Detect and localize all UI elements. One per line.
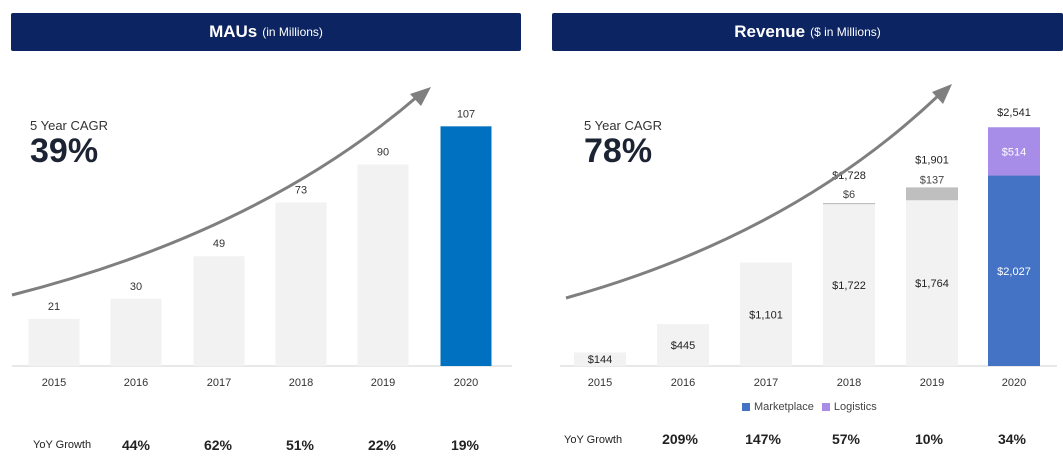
revenue-bar-marketplace-2020 bbox=[988, 175, 1040, 366]
mau-yoy-2019: 22% bbox=[367, 437, 397, 453]
revenue-label-marketplace-2015: $144 bbox=[588, 354, 612, 366]
revenue-bar-marketplace-2016 bbox=[657, 324, 709, 366]
legend-logistics-swatch bbox=[821, 403, 830, 411]
mau-bar-2019 bbox=[357, 164, 409, 366]
mau-yoy-2020: 19% bbox=[450, 437, 480, 453]
mau-tick-2015: 2015 bbox=[42, 377, 66, 389]
revenue-bar-logistics-2019 bbox=[906, 187, 958, 201]
mau-header: MAUs (in Millions) bbox=[11, 13, 521, 51]
mau-panel: MAUs (in Millions) 5 Year CAGR 39% 21 201… bbox=[0, 0, 525, 464]
revenue-bar-logistics-2018 bbox=[823, 203, 875, 205]
revenue-subtitle: ($ in Millions) bbox=[810, 25, 881, 39]
revenue-label-marketplace-2020: $2,027 bbox=[997, 266, 1031, 278]
mau-bar-2017 bbox=[193, 256, 245, 366]
revenue-chart: $1442015$4452016$1,1012017$1,722$6$1,728… bbox=[560, 84, 1057, 389]
mau-data-label-2016: 30 bbox=[130, 281, 142, 293]
revenue-label-marketplace-2016: $445 bbox=[671, 340, 695, 352]
revenue-label-marketplace-2019: $1,764 bbox=[915, 278, 949, 290]
revenue-total-label-2019: $1,901 bbox=[915, 154, 949, 166]
legend-marketplace-swatch bbox=[742, 403, 750, 411]
revenue-yoy-title: YoY Growth bbox=[564, 434, 623, 446]
revenue-bar-logistics-2020 bbox=[988, 127, 1040, 176]
revenue-yoy-2017: 147% bbox=[745, 431, 781, 447]
revenue-tick-2015: 2015 bbox=[588, 377, 612, 389]
revenue-yoy-2018: 57% bbox=[831, 431, 861, 447]
legend-logistics: Logistics bbox=[821, 401, 877, 413]
revenue-growth-arrow-head bbox=[932, 84, 952, 104]
revenue-label-logistics-2018: $6 bbox=[843, 189, 855, 201]
mau-growth-arrow-line bbox=[11, 94, 419, 297]
mau-tick-2019: 2019 bbox=[371, 377, 395, 389]
mau-data-label-2015: 21 bbox=[48, 301, 60, 313]
revenue-title: Revenue bbox=[734, 22, 806, 41]
revenue-cagr-value: 78% bbox=[584, 132, 653, 170]
revenue-cagr-label: 5 Year CAGR bbox=[584, 118, 663, 133]
revenue-tick-2016: 2016 bbox=[671, 377, 695, 389]
revenue-label-logistics-2019: $137 bbox=[920, 174, 944, 186]
mau-yoy-2017: 62% bbox=[203, 437, 233, 453]
mau-data-label-2019: 90 bbox=[377, 146, 389, 158]
mau-yoy-title: YoY Growth bbox=[33, 439, 92, 451]
legend-marketplace-label: Marketplace bbox=[754, 401, 814, 413]
mau-tick-2018: 2018 bbox=[289, 377, 313, 389]
mau-bar-2020 bbox=[440, 126, 492, 366]
mau-subtitle: (in Millions) bbox=[262, 25, 323, 39]
revenue-tick-2019: 2019 bbox=[920, 377, 944, 389]
revenue-tick-2020: 2020 bbox=[1002, 377, 1026, 389]
revenue-total-label-2020: $2,541 bbox=[997, 107, 1031, 119]
revenue-tick-2018: 2018 bbox=[837, 377, 861, 389]
revenue-yoy-2019: 10% bbox=[914, 431, 944, 447]
mau-yoy-2016: 44% bbox=[121, 437, 151, 453]
revenue-header: Revenue ($ in Millions) bbox=[552, 13, 1063, 51]
mau-chart: 21 2015 30 2016 49 2017 73 2018 90 2019 107 2020 bbox=[11, 87, 512, 389]
legend-marketplace: Marketplace bbox=[742, 401, 814, 413]
revenue-yoy-2016: 209% bbox=[662, 431, 698, 447]
mau-cagr-value: 39% bbox=[30, 132, 99, 170]
revenue-legend: Marketplace Logistics bbox=[742, 401, 885, 413]
revenue-panel: Revenue ($ in Millions) 5 Year CAGR 78% … bbox=[552, 0, 1063, 464]
revenue-bar-marketplace-2019 bbox=[906, 200, 958, 366]
revenue-label-marketplace-2017: $1,101 bbox=[749, 309, 783, 321]
revenue-yoy-2020: 34% bbox=[997, 431, 1027, 447]
revenue-growth-arrow-line bbox=[565, 92, 942, 300]
revenue-label-marketplace-2018: $1,722 bbox=[832, 280, 866, 292]
revenue-bar-marketplace-2017 bbox=[740, 262, 792, 366]
mau-growth-arrow-head bbox=[410, 87, 431, 106]
mau-bar-2015 bbox=[28, 318, 80, 366]
mau-data-label-2017: 49 bbox=[213, 238, 225, 250]
mau-tick-2016: 2016 bbox=[124, 377, 148, 389]
revenue-bar-marketplace-2018 bbox=[823, 204, 875, 366]
revenue-label-logistics-2020: $514 bbox=[1002, 146, 1026, 158]
mau-data-label-2018: 73 bbox=[295, 184, 307, 196]
mau-title: MAUs bbox=[209, 22, 258, 41]
mau-tick-2020: 2020 bbox=[454, 377, 478, 389]
mau-tick-2017: 2017 bbox=[207, 377, 231, 389]
mau-cagr-label: 5 Year CAGR bbox=[30, 118, 109, 133]
revenue-tick-2017: 2017 bbox=[754, 377, 778, 389]
mau-data-label-2020: 107 bbox=[457, 108, 475, 120]
mau-bar-2018 bbox=[275, 202, 327, 366]
revenue-bar-marketplace-2015 bbox=[574, 352, 626, 366]
mau-bar-2016 bbox=[110, 298, 162, 366]
mau-yoy-2018: 51% bbox=[285, 437, 315, 453]
legend-logistics-label: Logistics bbox=[833, 401, 877, 413]
